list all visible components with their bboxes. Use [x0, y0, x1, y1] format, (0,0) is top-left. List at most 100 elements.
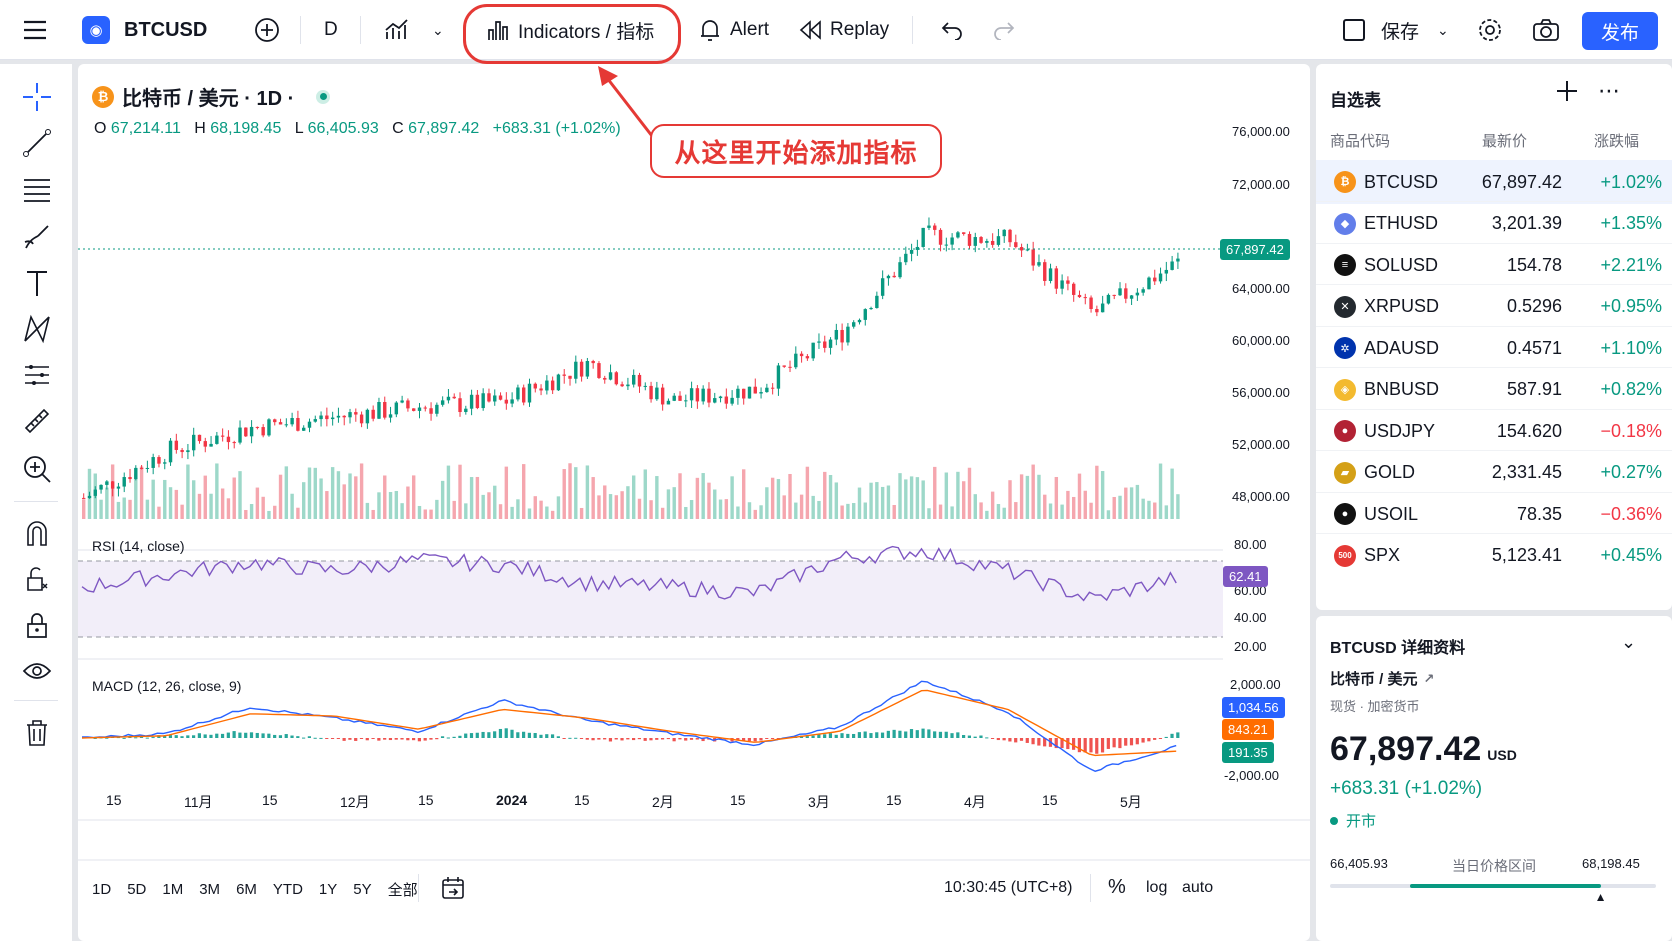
volume-bar [788, 473, 792, 519]
replay-button[interactable]: Replay [798, 0, 889, 60]
auto-scale-toggle[interactable]: auto [1182, 879, 1214, 896]
macd-histogram-bar [684, 738, 688, 741]
volume-bar [643, 469, 647, 519]
column-header-price[interactable]: 最新价 [1482, 133, 1528, 150]
symbol-search[interactable]: ◉ BTCUSD [82, 0, 207, 60]
watchlist-row[interactable]: 500 SPX 5,123.41 +0.45% [1316, 534, 1672, 578]
range-button-全部[interactable]: 全部 [387, 881, 418, 899]
watchlist-row[interactable]: ✲ ADAUSD 0.4571 +1.10% [1316, 326, 1672, 370]
trash-icon[interactable] [18, 714, 56, 752]
candle-body [585, 361, 590, 377]
crosshair-icon[interactable] [18, 78, 56, 116]
collapse-chevron-icon[interactable]: ⌄ [1621, 632, 1637, 652]
text-tool-icon[interactable] [18, 264, 56, 302]
more-options-icon[interactable]: ⋯ [1598, 78, 1621, 103]
range-button-5d[interactable]: 5D [127, 880, 147, 898]
prediction-tool-icon[interactable] [18, 356, 56, 394]
volume-bar [539, 500, 543, 519]
volume-bar [915, 477, 920, 519]
volume-bar [875, 482, 879, 519]
volume-bar [568, 463, 572, 519]
volume-bar [684, 506, 688, 519]
volume-bar [1112, 496, 1116, 519]
macd-histogram-bar [388, 738, 393, 741]
trend-line-icon[interactable] [18, 124, 56, 162]
macd-histogram-bar [226, 732, 230, 738]
column-header-change[interactable]: 涨跌幅 [1594, 133, 1640, 150]
candle-body [1083, 297, 1087, 299]
watchlist-row[interactable]: ≡ SOLUSD 154.78 +2.21% [1316, 243, 1672, 287]
chart-type-button[interactable]: ⌄ [384, 0, 444, 60]
volume-bar [469, 477, 474, 519]
watchlist-row[interactable]: ₿ BTCUSD 67,897.42 +1.02% [1316, 160, 1672, 204]
watchlist-row[interactable]: ● USDJPY 154.620 −0.18% [1316, 409, 1672, 453]
save-button[interactable]: 保存 ⌄ [1343, 0, 1449, 60]
candle-body [863, 309, 867, 320]
link-icon[interactable]: ↗ [1423, 670, 1435, 686]
indicators-button[interactable]: Indicators / 指标 [486, 0, 654, 60]
watchlist-symbol: XRPUSD [1364, 296, 1440, 316]
log-scale-toggle[interactable]: log [1146, 879, 1168, 896]
range-button-5y[interactable]: 5Y [353, 880, 372, 898]
range-button-3m[interactable]: 3M [199, 880, 221, 898]
macd-histogram-bar [122, 737, 126, 739]
range-button-1m[interactable]: 1M [162, 880, 184, 898]
watchlist-row[interactable]: ◈ BNBUSD 587.91 +0.82% [1316, 368, 1672, 412]
watchlist-row[interactable]: ▰ GOLD 2,331.45 +0.27% [1316, 451, 1672, 495]
rewind-icon [799, 20, 821, 40]
macd-histogram-bar [944, 731, 948, 738]
macd-histogram-bar [249, 732, 254, 738]
lock-drawings-icon[interactable] [18, 560, 56, 598]
add-symbol-icon[interactable] [1554, 78, 1580, 109]
chart-canvas[interactable] [78, 64, 1310, 941]
add-compare-icon[interactable] [254, 0, 280, 60]
macd-histogram-bar [93, 737, 97, 739]
macd-histogram-bar [927, 729, 931, 738]
candle-body [770, 387, 775, 389]
macd-histogram-bar [464, 733, 468, 738]
settings-gear-icon[interactable] [1477, 0, 1503, 60]
menu-icon[interactable] [22, 0, 48, 60]
volume-bar [591, 477, 595, 519]
zoom-in-icon[interactable] [18, 450, 56, 488]
candle-body [359, 414, 364, 424]
volume-bar [1019, 474, 1024, 519]
goto-date-icon[interactable] [440, 875, 466, 906]
redo-icon[interactable] [992, 0, 1016, 60]
magnet-icon[interactable] [18, 514, 56, 552]
range-button-6m[interactable]: 6M [236, 880, 257, 898]
macd-histogram-bar [695, 738, 699, 740]
candle-body [267, 419, 271, 436]
ruler-icon[interactable] [18, 402, 56, 440]
clock-timezone[interactable]: 10:30:45 (UTC+8) [944, 879, 1073, 896]
candle-body [348, 412, 352, 418]
volume-bar [99, 499, 103, 519]
column-header-symbol[interactable]: 商品代码 [1330, 133, 1391, 150]
undo-icon[interactable] [940, 0, 964, 60]
candle-body [87, 495, 92, 499]
alert-button[interactable]: Alert [698, 0, 769, 60]
volume-bar [626, 486, 630, 519]
macd-axis-label: -2,000.00 [1224, 768, 1279, 783]
watchlist-row[interactable]: ● USOIL 78.35 −0.36% [1316, 492, 1672, 536]
fib-retracement-icon[interactable] [18, 171, 56, 209]
volume-bar [203, 475, 207, 519]
macd-histogram-bar [1025, 738, 1029, 743]
interval-button[interactable]: D [324, 19, 338, 40]
macd-histogram-bar [840, 733, 844, 738]
watchlist-row[interactable]: ✕ XRPUSD 0.5296 +0.95% [1316, 285, 1672, 329]
percent-scale-toggle[interactable]: % [1108, 876, 1126, 898]
macd-histogram-bar [1129, 738, 1134, 746]
brush-icon[interactable] [18, 218, 56, 256]
watchlist-row[interactable]: ◆ ETHUSD 3,201.39 +1.35% [1316, 202, 1672, 246]
publish-button[interactable]: 发布 [1582, 12, 1658, 50]
time-axis-label: 15 [418, 792, 434, 808]
pattern-tool-icon[interactable] [18, 310, 56, 348]
watchlist-change: +0.95% [1600, 296, 1662, 316]
eye-visibility-icon[interactable] [18, 652, 56, 690]
range-button-1d[interactable]: 1D [92, 880, 112, 898]
range-button-1y[interactable]: 1Y [318, 880, 338, 898]
unlock-icon[interactable] [18, 606, 56, 644]
range-button-ytd[interactable]: YTD [272, 880, 303, 898]
camera-icon[interactable] [1532, 0, 1560, 60]
